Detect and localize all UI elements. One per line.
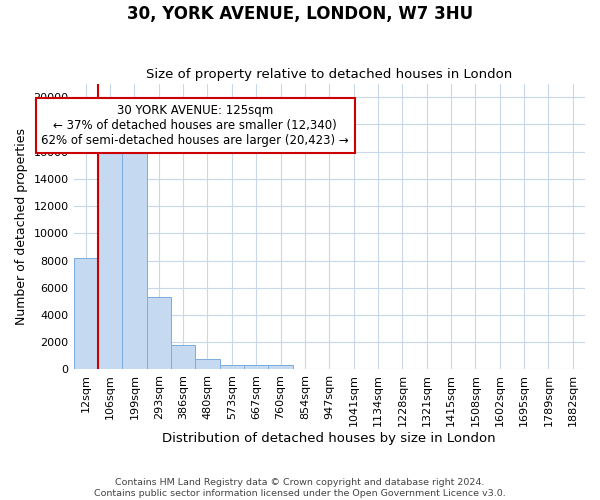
Bar (122, 144, 146, 370)
Bar (146, 298, 171, 370)
Bar (244, 366, 268, 370)
Bar (98, 144, 122, 370)
Text: Contains HM Land Registry data © Crown copyright and database right 2024.
Contai: Contains HM Land Registry data © Crown c… (94, 478, 506, 498)
Title: Size of property relative to detached houses in London: Size of property relative to detached ho… (146, 68, 512, 81)
Text: 30 YORK AVENUE: 125sqm
← 37% of detached houses are smaller (12,340)
62% of semi: 30 YORK AVENUE: 125sqm ← 37% of detached… (41, 104, 349, 147)
Bar (268, 366, 293, 370)
Bar (196, 359, 220, 370)
Y-axis label: Number of detached properties: Number of detached properties (15, 128, 28, 325)
Bar (74, 258, 98, 370)
Text: 30, YORK AVENUE, LONDON, W7 3HU: 30, YORK AVENUE, LONDON, W7 3HU (127, 5, 473, 23)
Bar (171, 345, 196, 370)
Bar (220, 364, 244, 370)
X-axis label: Distribution of detached houses by size in London: Distribution of detached houses by size … (163, 432, 496, 445)
